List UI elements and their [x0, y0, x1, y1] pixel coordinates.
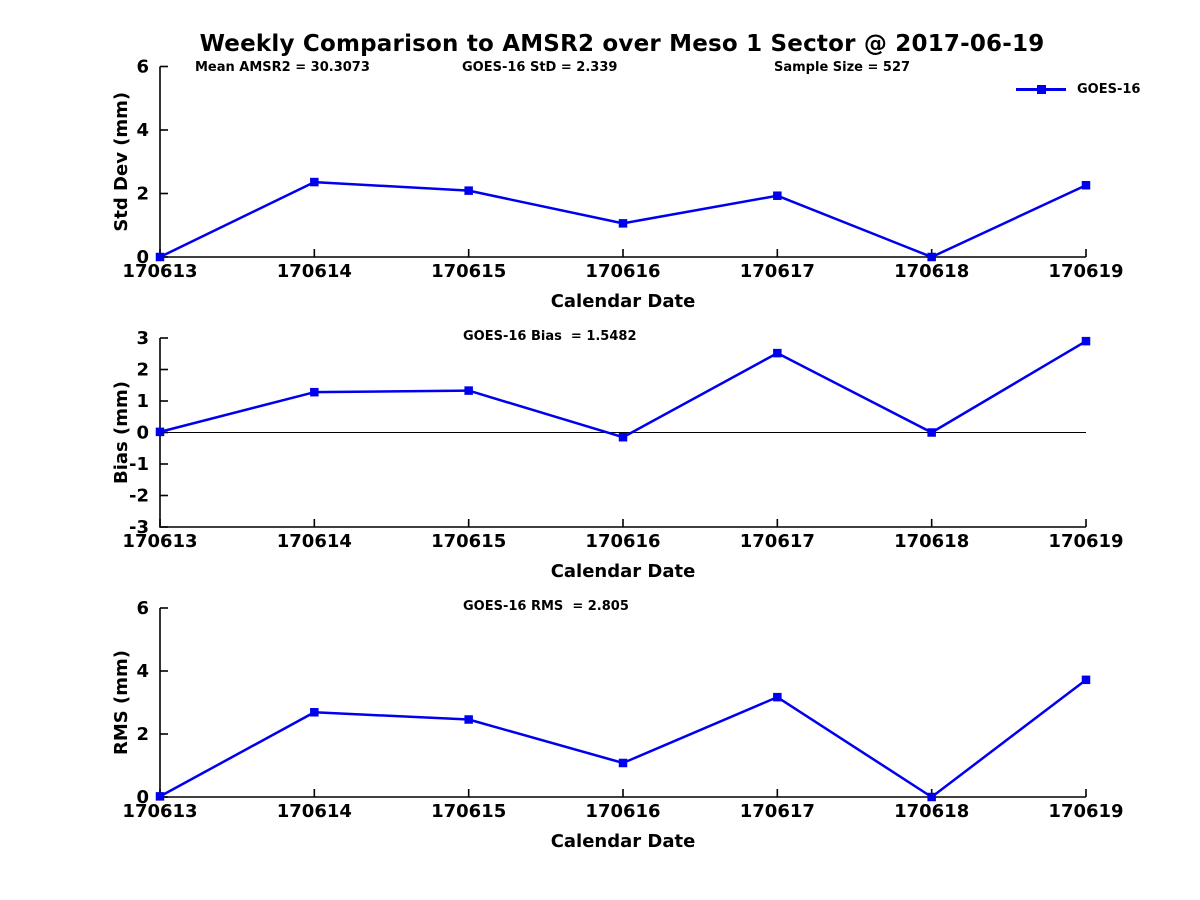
std-dev-panel-data-marker — [155, 252, 165, 262]
rms-panel-data-marker — [618, 758, 628, 768]
std-dev-panel-x-tick-label: 170616 — [585, 261, 660, 282]
rms-panel-x-tick-label: 170613 — [122, 801, 197, 822]
bias-panel-y-tick-label: 0 — [136, 423, 149, 444]
bias-panel-data-marker — [1081, 336, 1091, 346]
rms-panel-x-tick-label: 170617 — [740, 801, 815, 822]
bias-panel-data-marker — [464, 386, 473, 395]
bias-panel-y-tick-label: -3 — [129, 517, 149, 538]
rms-panel-data-marker — [773, 692, 782, 702]
std-dev-panel-x-tick-label: 170618 — [894, 261, 969, 282]
rms-panel-data-line — [159, 678, 1087, 799]
annotation-goes16-rms: GOES-16 RMS = 2.805 — [463, 599, 629, 614]
bias-panel-data-marker — [618, 432, 628, 442]
legend-square-marker-icon — [1037, 84, 1046, 94]
rms-panel-x-tick-label: 170618 — [894, 801, 969, 822]
rms-panel-x-axis-title: Calendar Date — [551, 831, 696, 852]
bias-panel-x-tick-label: 170616 — [585, 531, 660, 552]
rms-panel-data-marker — [1081, 675, 1091, 685]
legend: GOES-16 — [1016, 80, 1140, 98]
bias-panel-x-tick-label: 170618 — [894, 531, 969, 552]
rms-panel-y-tick-label: 0 — [136, 787, 149, 808]
std-dev-panel-data-marker — [464, 186, 473, 195]
legend-label: GOES-16 — [1077, 81, 1141, 97]
rms-panel-x-tick-label: 170616 — [585, 801, 660, 822]
rms-panel-y-tick-label: 2 — [136, 724, 149, 745]
bias-panel-x-axis-title: Calendar Date — [551, 561, 696, 582]
rms-panel-y-tick-label: 6 — [136, 598, 149, 619]
std-dev-panel-y-tick-label: 6 — [136, 57, 149, 78]
std-dev-panel-data-marker — [310, 177, 319, 187]
chart-title: Weekly Comparison to AMSR2 over Meso 1 S… — [199, 31, 1045, 57]
bias-panel-data-marker — [927, 428, 936, 437]
std-dev-panel-x-tick-label: 170617 — [740, 261, 815, 282]
std-dev-panel-y-axis-title: Std Dev (mm) — [111, 92, 132, 232]
rms-panel-data-marker — [927, 792, 936, 802]
bias-panel-y-tick-label: 1 — [136, 391, 149, 412]
bias-panel-x-tick-label: 170614 — [277, 531, 352, 552]
bias-panel-y-axis-title: Bias (mm) — [111, 381, 132, 484]
std-dev-panel-x-tick-label: 170615 — [431, 261, 506, 282]
rms-panel-data-marker — [155, 792, 165, 801]
std-dev-panel-data-marker — [927, 252, 936, 262]
std-dev-panel-y-tick-label: 2 — [136, 184, 149, 205]
bias-panel-data-marker — [310, 387, 319, 397]
bias-panel-y-tick-label: -1 — [129, 454, 149, 475]
bias-panel-data-marker — [155, 427, 165, 437]
rms-panel-x-tick-label: 170614 — [277, 801, 352, 822]
bias-panel-data-marker — [773, 348, 782, 358]
annotation-goes16-bias: GOES-16 Bias = 1.5482 — [463, 329, 637, 344]
bias-panel-x-tick-label: 170613 — [122, 531, 197, 552]
annotation-goes16-std: GOES-16 StD = 2.339 — [462, 60, 618, 75]
bias-panel-x-tick-label: 170619 — [1048, 531, 1123, 552]
std-dev-panel-data-marker — [1081, 180, 1091, 190]
std-dev-panel-data-marker — [618, 219, 628, 228]
rms-panel-data-marker — [310, 708, 319, 717]
std-dev-panel-y-tick-label: 0 — [136, 247, 149, 268]
std-dev-panel-y-tick-label: 4 — [136, 120, 149, 141]
rms-panel-y-axis-title: RMS (mm) — [111, 650, 132, 755]
rms-panel-y-tick-label: 4 — [136, 661, 149, 682]
bias-panel-y-tick-label: 2 — [136, 360, 149, 381]
legend-line-sample — [1016, 84, 1066, 94]
std-dev-panel-x-axis-title: Calendar Date — [551, 291, 696, 312]
rms-panel-x-tick-label: 170615 — [431, 801, 506, 822]
annotation-mean-amsr2: Mean AMSR2 = 30.3073 — [195, 60, 370, 75]
rms-panel-x-tick-label: 170619 — [1048, 801, 1123, 822]
bias-panel-y-tick-label: 3 — [136, 328, 149, 349]
rms-panel-data-marker — [464, 715, 473, 724]
std-dev-panel-x-tick-label: 170619 — [1048, 261, 1123, 282]
annotation-sample-size: Sample Size = 527 — [774, 60, 911, 75]
std-dev-panel-data-marker — [773, 191, 782, 200]
bias-panel-x-tick-label: 170617 — [740, 531, 815, 552]
bias-panel-y-tick-label: -2 — [129, 486, 149, 507]
bias-panel-x-tick-label: 170615 — [431, 531, 506, 552]
std-dev-panel-x-tick-label: 170613 — [122, 261, 197, 282]
bias-panel-data-line — [159, 340, 1087, 439]
std-dev-panel-x-tick-label: 170614 — [277, 261, 352, 282]
